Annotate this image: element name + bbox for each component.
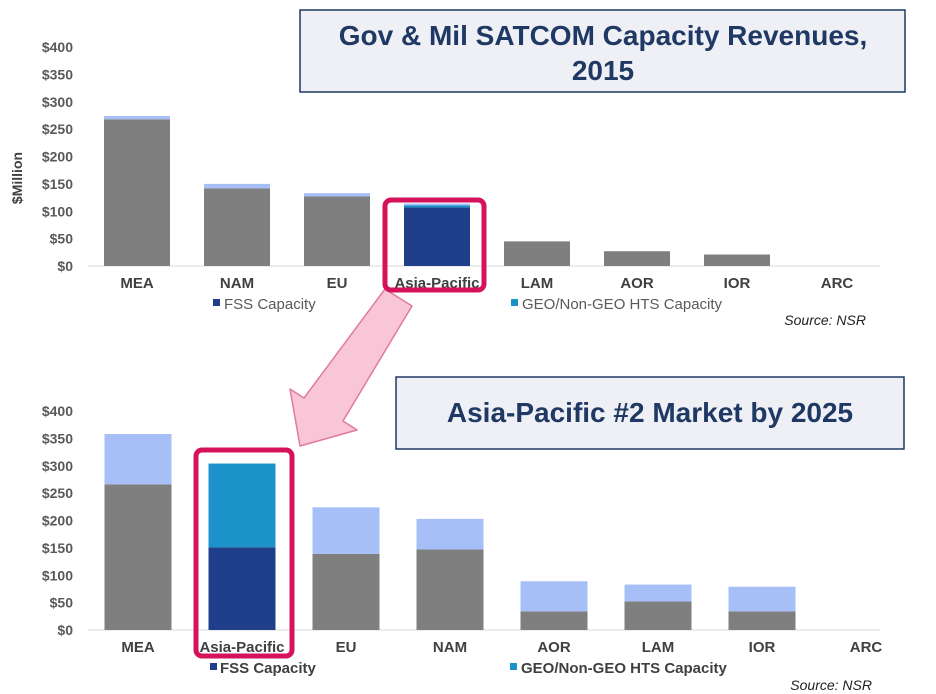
chart1-legend-hts: GEO/Non-GEO HTS Capacity (522, 296, 723, 313)
y-tick-label: $350 (42, 66, 73, 82)
bar-segment (624, 601, 692, 630)
chart2-y-ticks: $0 $50 $100 $150 $200 $250 $300 $350 $400 (42, 403, 73, 638)
chart2-category-labels: MEA Asia-Pacific EU NAM AOR LAM IOR ARC (121, 639, 882, 656)
category-label: NAM (433, 639, 467, 656)
chart1-bars (104, 115, 770, 267)
bar-segment (520, 581, 588, 612)
chart2-legend-fss: FSS Capacity (220, 660, 317, 677)
category-label: LAM (642, 639, 675, 656)
bar-segment (728, 611, 796, 630)
y-tick-label: $200 (42, 513, 73, 529)
chart1-category-labels: MEA NAM EU Asia-Pacific LAM AOR IOR ARC (120, 275, 853, 292)
chart1-y-ticks: $0 $50 $100 $150 $200 $250 $300 $350 $400 (42, 39, 73, 274)
category-label: EU (327, 275, 348, 292)
chart1-source: Source: NSR (784, 312, 866, 328)
bar-segment (520, 611, 588, 630)
chart1-legend-swatch-fss (213, 299, 220, 306)
chart2-title-box (395, 376, 905, 450)
category-label: EU (336, 639, 357, 656)
chart2-highlight-box (193, 447, 295, 659)
category-label: AOR (537, 639, 571, 656)
y-tick-label: $0 (57, 622, 73, 638)
category-label: MEA (120, 275, 154, 292)
chart1-legend-fss: FSS Capacity (224, 296, 316, 313)
bar-segment (504, 241, 570, 266)
chart1-y-axis-label: $Million (9, 152, 25, 204)
bar-segment (404, 203, 470, 206)
y-tick-label: $250 (42, 121, 73, 137)
bar-segment (728, 586, 796, 612)
y-tick-label: $100 (42, 567, 73, 583)
bar-segment (404, 207, 470, 266)
chart1-title-line1: Gov & Mil SATCOM Capacity Revenues, (339, 20, 868, 51)
y-tick-label: $300 (42, 94, 73, 110)
bar-segment (404, 205, 470, 208)
chart2-legend-swatch-fss (210, 663, 217, 670)
bar-segment (312, 507, 380, 554)
category-label: MEA (121, 639, 155, 656)
y-tick-label: $400 (42, 403, 73, 419)
y-tick-label: $50 (50, 595, 74, 611)
bar-segment (416, 549, 484, 630)
y-tick-label: $300 (42, 458, 73, 474)
bar-segment (312, 553, 380, 630)
bar-segment (604, 251, 670, 266)
chart1-highlight-box (382, 197, 487, 293)
chart1-title-box (299, 9, 906, 93)
category-label: Asia-Pacific (199, 639, 284, 656)
chart2-source: Source: NSR (790, 677, 872, 693)
category-label: LAM (521, 275, 554, 292)
y-tick-label: $350 (42, 430, 73, 446)
y-tick-label: $100 (42, 203, 73, 219)
category-label: AOR (620, 275, 654, 292)
bar-segment (304, 196, 370, 266)
y-tick-label: $250 (42, 485, 73, 501)
bar-segment (104, 484, 172, 630)
bar-segment (208, 463, 276, 548)
category-label: IOR (724, 275, 751, 292)
bar-segment (104, 433, 172, 485)
y-tick-label: $150 (42, 176, 73, 192)
bar-segment (208, 547, 276, 630)
connector-arrow (289, 288, 413, 447)
bar-segment (204, 188, 270, 266)
bar-segment (104, 115, 170, 120)
bar-segment (704, 254, 770, 266)
y-tick-label: $0 (57, 258, 73, 274)
chart2-legend-hts: GEO/Non-GEO HTS Capacity (521, 660, 728, 677)
y-tick-label: $400 (42, 39, 73, 55)
y-tick-label: $200 (42, 149, 73, 165)
category-label: ARC (850, 639, 883, 656)
bar-segment (624, 584, 692, 602)
y-tick-label: $150 (42, 540, 73, 556)
category-label: IOR (749, 639, 776, 656)
bar-segment (104, 119, 170, 267)
chart2-bars (104, 433, 796, 630)
chart2-title: Asia-Pacific #2 Market by 2025 (447, 397, 853, 428)
bar-segment (416, 518, 484, 550)
category-label: ARC (821, 275, 854, 292)
chart2-legend-swatch-hts (510, 663, 517, 670)
bar-segment (304, 193, 370, 197)
category-label: NAM (220, 275, 254, 292)
bar-segment (204, 183, 270, 189)
y-tick-label: $50 (50, 231, 74, 247)
chart1-legend-swatch-hts (511, 299, 518, 306)
chart1-title-line2: 2015 (572, 55, 634, 86)
